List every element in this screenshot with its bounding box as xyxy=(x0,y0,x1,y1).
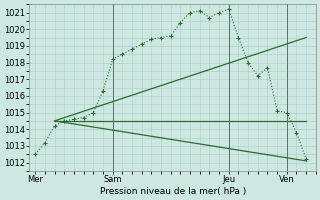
X-axis label: Pression niveau de la mer( hPa ): Pression niveau de la mer( hPa ) xyxy=(100,187,246,196)
